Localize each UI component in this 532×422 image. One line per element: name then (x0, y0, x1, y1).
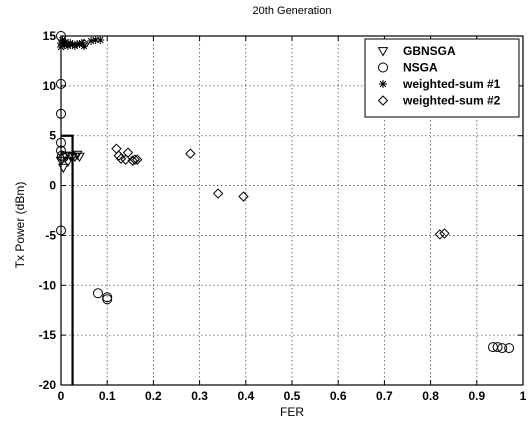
legend-marker-weighted-sum-1 (379, 80, 387, 88)
point-weighted-sum-2 (127, 155, 138, 166)
point-nsga (492, 342, 503, 353)
point-weighted-sum-2 (122, 147, 134, 158)
x-tick-label: 0.5 (284, 389, 301, 403)
point-weighted-sum-1 (87, 36, 96, 45)
x-axis-ticks: 0 0.1 0.2 0.3 0.4 0.5 0.6 0.7 0.8 0.9 1 (58, 36, 527, 403)
point-weighted-sum-2 (185, 148, 196, 159)
legend-label-nsga: NSGA (403, 61, 438, 75)
point-nsga (102, 294, 113, 305)
point-weighted-sum-2 (78, 38, 90, 50)
point-gbnsga (74, 152, 85, 163)
point-weighted-sum-2 (120, 154, 131, 165)
point-nsga (504, 343, 515, 354)
y-axis-ticks: -20 -15 -10 -5 0 5 10 15 (39, 29, 523, 392)
x-tick-label: 0.1 (99, 389, 116, 403)
legend-label-weighted-sum-2: weighted-sum #2 (402, 94, 501, 108)
point-weighted-sum-1 (61, 37, 70, 46)
point-weighted-sum-1 (58, 35, 67, 44)
x-tick-label: 0.4 (237, 389, 254, 403)
x-tick-label: 1 (520, 389, 527, 403)
point-nsga (56, 150, 67, 161)
point-weighted-sum-1 (80, 41, 89, 50)
y-tick-label: -15 (39, 328, 57, 342)
point-gbnsga (57, 163, 69, 174)
y-tick-label: -5 (45, 228, 56, 242)
reference-step-line (61, 134, 74, 385)
x-tick-label: 0.9 (468, 389, 485, 403)
legend-marker-gbnsga (377, 47, 389, 57)
x-tick-label: 0.8 (422, 389, 439, 403)
y-tick-label: 10 (43, 79, 57, 93)
point-gbnsga (71, 150, 83, 161)
point-weighted-sum-2 (238, 191, 249, 202)
legend-label-gbnsga: GBNSGA (403, 44, 456, 58)
x-axis-label: FER (280, 405, 304, 419)
y-axis-label: Tx Power (dBm) (13, 182, 27, 269)
x-tick-label: 0.2 (145, 389, 162, 403)
legend-label-weighted-sum-1: weighted-sum #1 (402, 77, 501, 91)
point-weighted-sum-1 (96, 35, 105, 44)
legend-box (364, 38, 520, 118)
y-tick-label: 5 (49, 129, 56, 143)
x-tick-label: 0.7 (376, 389, 393, 403)
point-weighted-sum-2 (434, 229, 446, 240)
point-weighted-sum-2 (439, 228, 450, 239)
legend-marker-nsga (378, 62, 388, 73)
point-nsga (58, 152, 69, 163)
x-tick-label: 0.3 (191, 389, 208, 403)
y-tick-label: -20 (39, 378, 57, 392)
x-tick-label: 0.6 (330, 389, 347, 403)
point-nsga (92, 288, 103, 299)
x-tick-label: 0 (58, 389, 65, 403)
point-nsga (497, 343, 508, 354)
y-tick-label: 15 (43, 29, 57, 43)
point-weighted-sum-1 (91, 35, 100, 44)
point-weighted-sum-1 (60, 40, 69, 49)
y-tick-label: 0 (49, 179, 56, 193)
legend-marker-weighted-sum-2 (377, 95, 389, 106)
point-weighted-sum-2 (212, 188, 224, 199)
y-tick-label: -10 (39, 278, 57, 292)
legend: GBNSGA NSGA weighted-sum #1 weighted-sum #2 (364, 38, 520, 118)
point-weighted-sum-2 (129, 154, 141, 165)
data-points (55, 31, 515, 354)
point-weighted-sum-2 (132, 154, 143, 165)
point-weighted-sum-1 (68, 40, 77, 49)
reference-line (61, 134, 74, 385)
chart-title: 20th Generation (253, 5, 332, 17)
